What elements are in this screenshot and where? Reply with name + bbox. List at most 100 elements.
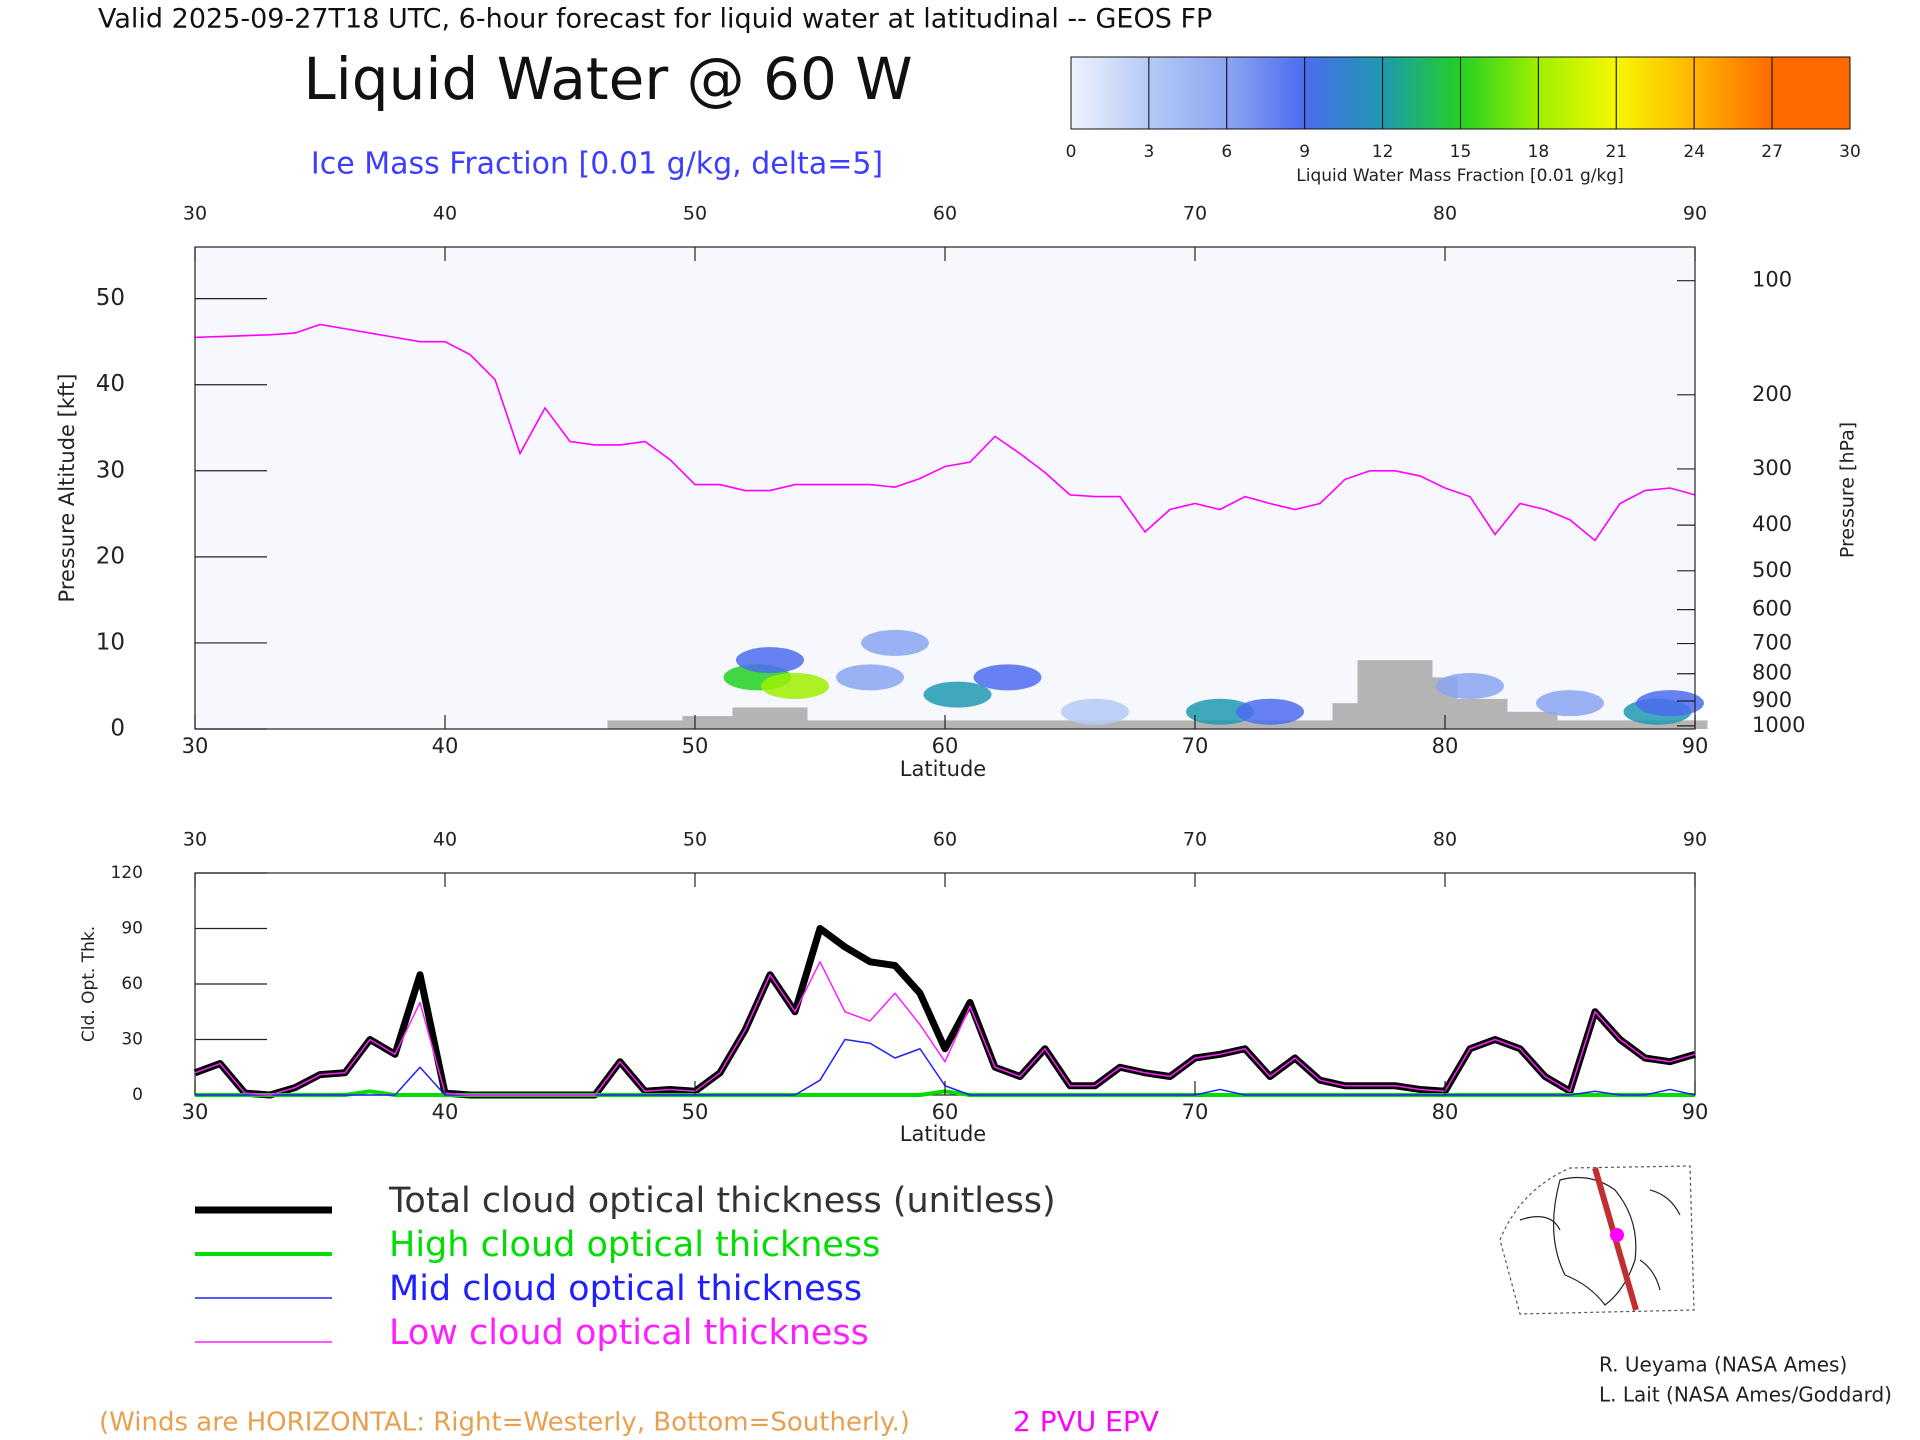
terrain — [1632, 720, 1658, 729]
terrain — [1332, 703, 1358, 729]
colorbar-segment — [1070, 56, 1150, 130]
colorbar-tick-label: 0 — [1066, 142, 1077, 162]
y2-tick-label: 200 — [1752, 382, 1792, 406]
x-tick-label: 40 — [433, 203, 457, 225]
x-tick-label: 60 — [932, 734, 959, 758]
x-tick-label: 90 — [1683, 203, 1707, 225]
legend-label: Low cloud optical thickness — [389, 1313, 869, 1353]
terrain — [757, 707, 783, 729]
terrain — [632, 720, 658, 729]
plot-frame — [194, 872, 1696, 1096]
legend-label: Mid cloud optical thickness — [389, 1269, 862, 1309]
x-tick-label: 70 — [1183, 203, 1207, 225]
colorbar-tick-label: 15 — [1450, 142, 1472, 162]
x-tick-label: 70 — [1182, 734, 1209, 758]
terrain — [1232, 720, 1258, 729]
terrain — [1482, 698, 1508, 729]
legend-label: High cloud optical thickness — [389, 1225, 880, 1265]
colorbar-tick-label: 6 — [1221, 142, 1232, 162]
y-tick-label: 90 — [121, 919, 143, 939]
x-tick-label: 70 — [1183, 829, 1207, 851]
y2-axis-label: Pressure [hPa] — [1837, 422, 1859, 558]
colorbar-tick-label: 30 — [1839, 142, 1861, 162]
x-tick-label: 80 — [1432, 1100, 1459, 1124]
colorbar-segment — [1148, 56, 1228, 130]
x-tick-label: 50 — [682, 734, 709, 758]
x-axis-label: Latitude — [900, 757, 986, 781]
epv-line — [194, 323, 1696, 542]
x-tick-label: 50 — [683, 829, 707, 851]
cloud-blob — [1061, 698, 1129, 725]
y-tick-label: 40 — [96, 371, 125, 397]
x-tick-label: 60 — [933, 203, 957, 225]
terrain — [1307, 720, 1333, 729]
wind-note: (Winds are HORIZONTAL: Right=Westerly, B… — [99, 1408, 910, 1438]
x-axis-label: Latitude — [900, 1122, 986, 1146]
colorbar-segment — [1693, 56, 1773, 130]
y2-tick-label: 400 — [1752, 512, 1792, 536]
plot-background — [195, 247, 1695, 729]
y-axis-label: Cld. Opt. Thk. — [79, 926, 99, 1042]
colorbar-tick-label: 18 — [1528, 142, 1550, 162]
chart-title: Liquid Water @ 60 W — [303, 45, 912, 113]
terrain — [882, 720, 908, 729]
cloud-blob — [923, 681, 992, 708]
cloud-blob — [861, 629, 929, 656]
terrain — [1007, 720, 1033, 729]
cloud-blob — [736, 647, 804, 674]
colorbar-segment — [1771, 56, 1851, 130]
x-tick-label: 90 — [1682, 734, 1709, 758]
terrain — [1382, 660, 1408, 729]
y2-tick-label: 900 — [1752, 688, 1792, 712]
credit: L. Lait (NASA Ames/Goddard) — [1599, 1383, 1892, 1407]
cloud-blob — [1636, 690, 1704, 717]
x-tick-label: 40 — [432, 1100, 459, 1124]
x-tick-label: 60 — [933, 829, 957, 851]
credit: R. Ueyama (NASA Ames) — [1599, 1353, 1847, 1377]
terrain — [1582, 720, 1608, 729]
x-tick-label: 90 — [1682, 1100, 1709, 1124]
y-tick-label: 60 — [121, 974, 143, 994]
terrain — [1532, 711, 1558, 729]
colorbar-segment — [1382, 56, 1461, 130]
x-tick-label: 50 — [683, 203, 707, 225]
colorbar-segment — [1460, 56, 1539, 130]
terrain — [782, 707, 808, 729]
terrain — [1357, 660, 1383, 729]
y-tick-label: 20 — [96, 543, 125, 569]
x-tick-label: 40 — [432, 734, 459, 758]
header: Valid 2025-09-27T18 UTC, 6-hour forecast… — [98, 4, 1212, 35]
x-tick-label: 80 — [1433, 203, 1457, 225]
legend-label: 2 PVU EPV — [1013, 1405, 1159, 1438]
x-tick-label: 30 — [183, 203, 207, 225]
colorbar-tick-label: 21 — [1605, 142, 1627, 162]
terrain — [1157, 720, 1183, 729]
cloud-blob — [1186, 698, 1254, 725]
y2-tick-label: 300 — [1752, 456, 1792, 480]
terrain — [1282, 720, 1308, 729]
cloud-blob — [1536, 690, 1604, 717]
x-tick-label: 60 — [932, 1100, 959, 1124]
x-tick-label: 80 — [1432, 734, 1459, 758]
terrain — [1107, 720, 1133, 729]
terrain — [1657, 720, 1683, 729]
terrain — [1057, 720, 1083, 729]
y-tick-label: 0 — [110, 716, 125, 742]
terrain — [857, 720, 883, 729]
colorbar-segment — [1226, 56, 1306, 130]
y2-tick-label: 1000 — [1752, 713, 1805, 737]
terrain — [982, 720, 1008, 729]
x-tick-label: 30 — [183, 829, 207, 851]
y2-tick-label: 600 — [1752, 597, 1792, 621]
terrain — [957, 720, 983, 729]
cloud-blob — [761, 672, 829, 699]
y-tick-label: 0 — [132, 1085, 143, 1105]
x-tick-label: 30 — [182, 1100, 209, 1124]
terrain — [607, 720, 633, 729]
colorbar-label: Liquid Water Mass Fraction [0.01 g/kg] — [1296, 166, 1623, 186]
x-tick-label: 40 — [433, 829, 457, 851]
terrain — [1407, 660, 1433, 729]
y2-tick-label: 500 — [1752, 558, 1792, 582]
y-tick-label: 50 — [96, 285, 125, 311]
terrain — [1607, 720, 1633, 729]
